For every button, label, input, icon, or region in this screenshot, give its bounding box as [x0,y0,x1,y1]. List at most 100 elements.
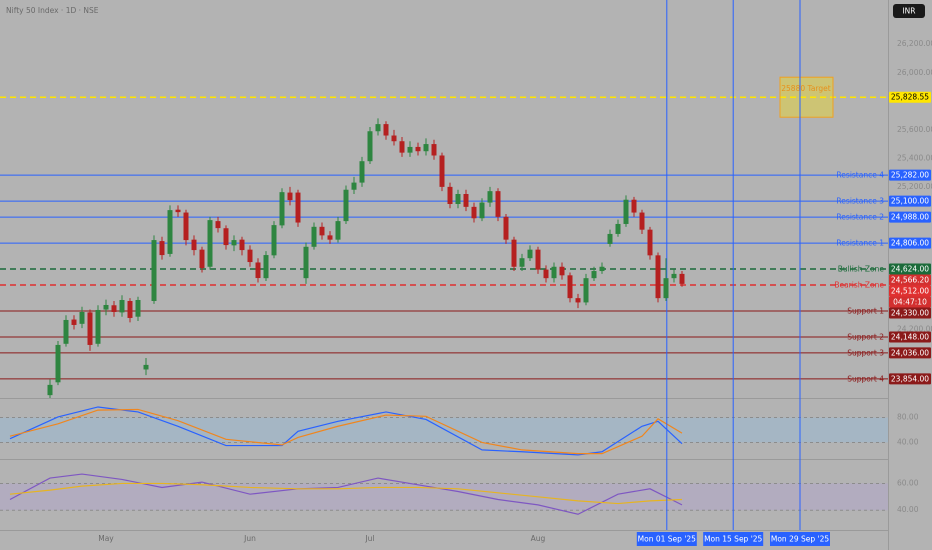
candle-body [527,249,533,259]
candle-body [127,300,133,318]
indicator-tick-label: 80.00 [897,413,919,422]
price-tag-label: 25,282.00 [891,171,929,180]
y-tick-label: 26,000.00 [897,68,932,77]
candle-body [439,155,445,187]
candle-body [303,246,309,279]
price-tag-label: 24,806.00 [891,239,929,248]
candle-body [607,233,613,244]
candle-body [503,216,509,240]
price-tag-label: 24,624.00 [891,265,929,274]
price-tag [889,211,931,223]
candle-body [631,199,637,213]
date-tag-label: Mon 01 Sep '25 [638,535,696,544]
candle-body [511,239,517,267]
candle-body [407,146,413,153]
indicator-band [0,417,888,443]
candle-body [271,225,277,256]
candle-body [279,192,285,226]
level-name: Support 1 [847,306,884,315]
candle-body [55,344,61,383]
price-tag-label: 23,854.00 [891,374,929,383]
level-name: Support 2 [847,332,884,341]
y-tick-label: 25,200.00 [897,182,932,191]
price-tag-label: 24,036.00 [891,348,929,357]
indicator-line [9,408,683,455]
target-text: 25880 Target [781,84,831,93]
y-tick-label: 26,200.00 [897,39,932,48]
candle-body [215,221,221,229]
symbol-title: Nifty 50 Index · 1D · NSE [6,6,99,15]
level-name: Resistance 4 [836,171,884,180]
price-tag-label: 24,988.00 [891,213,929,222]
indicator-line [9,473,683,515]
level-name: Resistance 3 [836,197,884,206]
candle-body [647,229,653,256]
candle-body [183,212,189,241]
price-tag [889,331,931,343]
candle-body [663,278,669,299]
candle-body [543,269,549,279]
candle-body [423,144,429,152]
candle-body [495,191,501,217]
price-tag-label: 24,566.20 [891,276,929,285]
candle-body [135,299,141,317]
indicator-line [9,406,683,456]
price-tag-label: 24,330.00 [891,309,929,318]
candle-body [335,221,341,240]
currency-badge [893,4,925,18]
candle-body [87,312,93,345]
candle-body [63,319,69,344]
candle-body [447,186,453,204]
price-tag-label: 24,512.00 [891,287,929,296]
level-name: Support 3 [847,348,884,357]
date-tag [636,532,697,546]
candle-body [679,273,685,284]
candle-body [383,124,389,136]
price-tag [889,237,931,249]
price-tag [889,307,931,319]
candle-body [287,192,293,201]
y-tick-label: 25,600.00 [897,125,932,134]
y-tick-label: 25,400.00 [897,153,932,162]
candle-body [655,255,661,299]
indicator-tick-label: 60.00 [897,478,919,487]
candle-body [463,194,469,207]
candle-body [375,124,381,132]
x-tick-label: Jun [243,534,256,543]
candle-body [359,161,365,183]
currency: INR [902,7,915,16]
candle-body [191,239,197,251]
candle-body [255,262,261,279]
candle-body [103,304,109,310]
price-tag-label: 24,148.00 [891,332,929,341]
candle-body [615,223,621,234]
candle-body [239,239,245,251]
level-name: Support 4 [847,374,884,383]
indicator-band [0,483,888,511]
candle-body [311,226,317,247]
price-tag-label: 25,828.55 [891,93,929,102]
candle-body [71,319,77,325]
candle-body [599,266,605,272]
candle-body [575,298,581,303]
x-tick-label: Aug [531,534,546,543]
y-tick-label: 24,200.00 [897,325,932,334]
candle-body [79,311,85,324]
candle-body [111,305,117,312]
candle-body [151,240,157,301]
price-tag [889,296,931,308]
level-name: Resistance 2 [836,213,884,222]
candle-body [327,235,333,240]
candle-body [199,249,205,269]
candle-body [399,141,405,153]
indicator-tick-label: 40.00 [897,505,919,514]
candle-body [471,206,477,219]
level-name: Resistance 1 [836,239,884,248]
candle-body [247,249,253,263]
price-tag [889,169,931,181]
candle-body [623,199,629,224]
candle-body [551,266,557,279]
candle-body [223,228,229,246]
candle-body [95,309,101,344]
